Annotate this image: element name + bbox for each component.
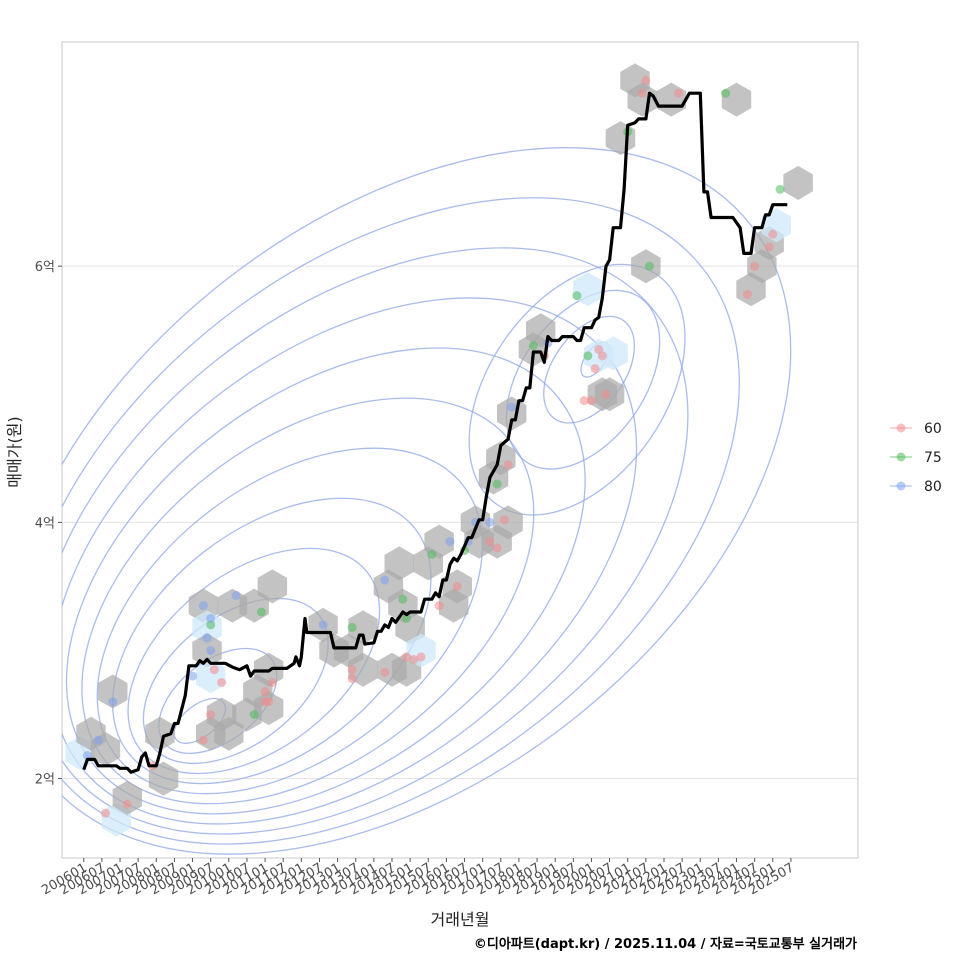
- x-axis-ticks: 2006012006072007012007072008012008072009…: [39, 858, 797, 898]
- point-p60-45: [503, 460, 513, 470]
- point-p75-69: [775, 184, 785, 194]
- point-p60-19: [260, 686, 270, 696]
- point-p60-4: [122, 799, 132, 809]
- point-p80-28: [380, 575, 390, 585]
- point-p60-33: [416, 652, 426, 662]
- hexbin-29: [384, 546, 414, 581]
- point-p75-34: [427, 549, 437, 559]
- legend-dot-80: [896, 481, 906, 491]
- point-p60-14: [206, 710, 216, 720]
- point-p60-63: [673, 88, 683, 98]
- point-p60-60: [637, 88, 647, 98]
- point-p80-36: [445, 537, 455, 547]
- legend-dot-60: [896, 423, 906, 433]
- point-p80-6: [188, 671, 198, 681]
- point-p60-13: [217, 678, 227, 688]
- point-p80-41: [485, 517, 495, 527]
- point-p80-7: [198, 601, 208, 611]
- point-p60-67: [764, 242, 774, 252]
- point-p60-68: [768, 229, 778, 239]
- hexbin-7: [148, 761, 179, 796]
- legend-dot-75: [896, 452, 906, 462]
- point-p75-51: [572, 291, 582, 301]
- y-axis-title: 매매가(원): [5, 416, 24, 487]
- point-p60-22: [264, 697, 274, 707]
- source-caption: ©디아파트(dapt.kr) / 2025.11.04 / 자료=국토교통부 실…: [474, 936, 857, 952]
- point-p75-46: [492, 479, 502, 489]
- point-p80-1: [93, 735, 103, 745]
- point-p60-57: [594, 344, 604, 354]
- hexbin-54: [627, 82, 657, 117]
- point-p60-66: [750, 261, 760, 271]
- contour-line-10: [62, 197, 740, 845]
- point-p75-29: [398, 594, 408, 604]
- point-p80-10: [202, 633, 212, 643]
- point-p75-52: [583, 351, 593, 361]
- point-p60-12: [209, 665, 219, 675]
- point-p60-32: [409, 654, 419, 664]
- point-p75-48: [528, 341, 538, 351]
- x-axis-title: 거래년월: [431, 910, 490, 929]
- contour-line-4: [112, 497, 432, 785]
- contour-line-11: [62, 147, 792, 855]
- point-p60-61: [641, 75, 651, 85]
- legend: 60 75 80: [890, 421, 942, 495]
- plot-panel: [61, 41, 859, 859]
- point-p75-62: [644, 261, 654, 271]
- point-p60-3: [101, 808, 111, 818]
- point-p75-18: [256, 607, 266, 617]
- hexbin-3: [98, 674, 128, 709]
- point-p75-64: [721, 88, 731, 98]
- point-p75-26: [347, 622, 357, 632]
- point-p60-44: [499, 515, 509, 525]
- point-p60-37: [452, 581, 462, 591]
- hexbin-50: [598, 336, 628, 371]
- point-p75-30: [402, 613, 412, 623]
- point-p80-47: [507, 402, 517, 412]
- point-p60-25: [347, 674, 357, 684]
- legend-label-60: 60: [924, 421, 942, 437]
- point-p80-16: [231, 590, 241, 600]
- point-p60-53: [579, 396, 589, 406]
- point-p60-24: [347, 665, 357, 675]
- point-p75-17: [249, 710, 259, 720]
- point-p80-11: [206, 645, 216, 655]
- price-line-layer: [82, 91, 788, 774]
- legend-label-75: 75: [924, 450, 942, 466]
- hexbin-5: [112, 780, 142, 815]
- y-axis-ticks: 2억 4억 6억: [35, 260, 62, 788]
- hexbin-25: [348, 610, 378, 645]
- point-p60-31: [402, 652, 412, 662]
- point-p60-15: [198, 735, 208, 745]
- point-p80-23: [318, 620, 328, 630]
- contour-line-9: [62, 247, 689, 835]
- hexbin-21: [257, 569, 288, 604]
- point-p80-0: [82, 751, 92, 761]
- y-tick-label-2: 6억: [35, 260, 55, 275]
- y-tick-label-1: 4억: [35, 516, 55, 531]
- point-p80-9: [206, 613, 216, 623]
- point-p60-27: [380, 667, 390, 677]
- hexbin-62: [783, 165, 813, 200]
- point-p60-54: [586, 396, 596, 406]
- point-p60-43: [492, 543, 502, 553]
- point-p75-8: [206, 620, 216, 630]
- price-line-0: [82, 91, 788, 774]
- transaction-points: [82, 75, 785, 818]
- legend-label-80: 80: [924, 479, 942, 495]
- contour-line-7: [65, 347, 586, 815]
- point-p60-42: [485, 537, 495, 547]
- hexbin-6: [145, 716, 175, 751]
- point-p60-65: [742, 289, 752, 299]
- point-p80-2: [108, 697, 118, 707]
- point-p60-21: [267, 678, 277, 688]
- point-p60-58: [601, 389, 611, 399]
- y-tick-label-0: 2억: [35, 773, 55, 788]
- point-p60-35: [434, 601, 444, 611]
- point-p60-55: [590, 364, 600, 374]
